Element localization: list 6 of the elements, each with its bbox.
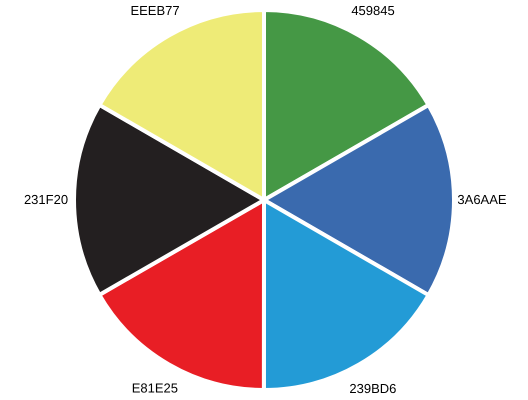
slice-label: 459845 <box>351 3 395 18</box>
slice-label: 239BD6 <box>349 380 396 396</box>
slice-label: 231F20 <box>24 192 68 207</box>
slice-label: 3A6AAE <box>457 192 507 208</box>
slice-label: E81E25 <box>132 380 178 396</box>
slice-label: EEEB77 <box>130 3 180 18</box>
